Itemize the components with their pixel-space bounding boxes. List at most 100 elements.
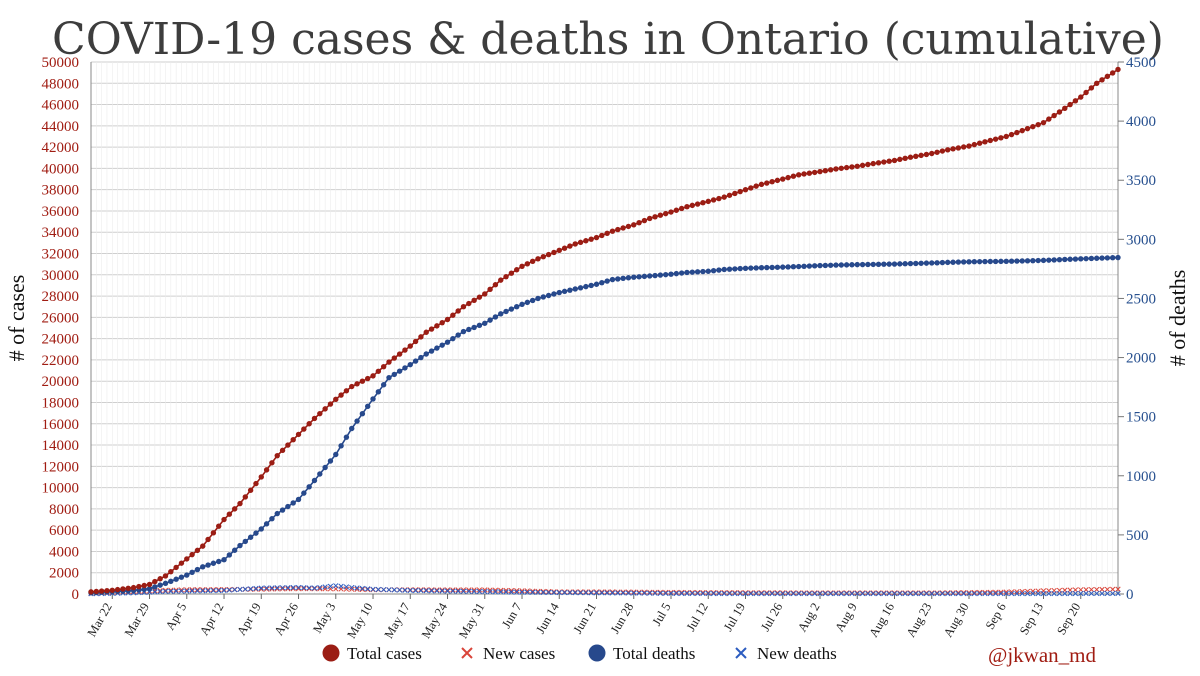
point-total-cases — [817, 168, 823, 175]
point-total-cases — [136, 583, 142, 590]
point-total-cases — [285, 442, 291, 448]
point-new-deaths — [939, 590, 946, 597]
point-total-deaths — [269, 516, 275, 522]
point-total-cases — [1035, 121, 1041, 128]
point-new-deaths — [519, 589, 525, 595]
point-total-deaths — [790, 264, 797, 270]
point-new-deaths — [625, 590, 632, 596]
point-total-deaths — [370, 396, 376, 402]
point-new-cases — [439, 587, 445, 593]
point-total-cases — [333, 396, 339, 402]
point-total-deaths — [700, 268, 706, 275]
point-new-cases — [652, 589, 658, 595]
point-new-cases — [428, 587, 435, 593]
point-total-deaths — [1099, 255, 1105, 261]
point-new-deaths — [343, 584, 350, 590]
point-new-deaths — [657, 590, 664, 596]
point-total-cases — [801, 171, 807, 177]
point-total-cases — [1067, 101, 1073, 108]
point-new-deaths — [1099, 590, 1105, 597]
point-new-cases — [530, 588, 536, 594]
point-new-deaths — [556, 589, 562, 596]
point-total-cases — [226, 511, 233, 517]
point-new-deaths — [907, 590, 914, 597]
point-total-cases — [370, 373, 376, 379]
point-new-cases — [1019, 588, 1025, 595]
point-new-cases — [955, 590, 962, 596]
point-new-deaths — [732, 590, 738, 597]
point-total-deaths — [492, 314, 499, 320]
point-total-deaths — [694, 269, 701, 275]
point-total-deaths — [545, 292, 552, 299]
point-new-cases — [1094, 586, 1100, 593]
point-total-cases — [120, 586, 126, 592]
point-total-cases — [684, 204, 690, 210]
point-total-deaths — [971, 259, 978, 265]
point-new-deaths — [184, 588, 190, 594]
point-total-cases — [875, 160, 882, 166]
point-total-deaths — [998, 258, 1004, 265]
point-new-cases — [173, 587, 179, 593]
point-new-cases — [780, 590, 786, 596]
point-new-cases — [673, 589, 679, 596]
point-total-cases — [1083, 89, 1089, 96]
x-tick-label: Aug 9 — [832, 601, 860, 635]
point-total-cases — [439, 319, 445, 326]
point-new-deaths — [258, 585, 264, 591]
point-total-deaths — [285, 503, 291, 510]
point-new-cases — [689, 589, 695, 596]
point-total-cases — [966, 143, 972, 149]
point-total-deaths — [290, 500, 296, 506]
point-total-deaths — [306, 484, 312, 490]
point-total-cases — [732, 190, 738, 197]
point-new-cases — [306, 586, 312, 592]
point-new-deaths — [540, 589, 546, 596]
point-new-deaths — [742, 590, 749, 597]
x-tick-label: Aug 23 — [904, 601, 935, 640]
point-total-cases — [460, 304, 467, 310]
point-total-deaths — [178, 574, 185, 580]
point-total-cases — [380, 363, 387, 370]
point-new-cases — [774, 590, 781, 596]
point-new-cases — [758, 590, 765, 596]
point-new-cases — [700, 589, 706, 596]
point-new-cases — [1003, 589, 1009, 595]
point-total-deaths — [498, 311, 504, 317]
point-total-cases — [599, 232, 605, 239]
y-left-tick-label: 44000 — [42, 119, 80, 135]
point-new-deaths — [487, 589, 493, 595]
point-total-cases — [913, 153, 919, 159]
point-total-deaths — [950, 259, 956, 265]
point-new-cases — [455, 587, 461, 593]
point-new-cases — [498, 587, 504, 593]
point-new-cases — [854, 590, 860, 596]
point-total-deaths — [827, 262, 834, 268]
point-total-deaths — [774, 264, 781, 270]
point-total-cases — [269, 460, 275, 466]
point-new-cases — [168, 587, 174, 593]
point-new-cases — [796, 590, 802, 596]
point-total-deaths — [200, 564, 206, 570]
point-total-cases — [881, 159, 887, 165]
point-new-deaths — [1072, 590, 1079, 597]
point-new-deaths — [263, 585, 270, 591]
point-total-deaths — [859, 261, 866, 268]
point-total-cases — [689, 202, 696, 209]
point-total-deaths — [726, 266, 733, 272]
point-new-deaths — [737, 590, 743, 597]
point-total-deaths — [418, 354, 424, 361]
point-total-deaths — [359, 411, 366, 417]
point-new-deaths — [694, 590, 701, 597]
point-total-cases — [1051, 112, 1057, 119]
point-new-deaths — [758, 590, 765, 597]
point-total-cases — [146, 581, 153, 588]
point-total-deaths — [945, 259, 951, 266]
point-total-deaths — [349, 425, 355, 432]
point-new-deaths — [508, 589, 515, 595]
point-new-deaths — [918, 590, 924, 597]
y-left-tick-label: 36000 — [42, 204, 80, 220]
x-tick-label: Mar 22 — [85, 601, 115, 640]
point-total-cases — [311, 415, 318, 422]
point-total-deaths — [279, 507, 286, 513]
point-new-cases — [189, 587, 195, 593]
